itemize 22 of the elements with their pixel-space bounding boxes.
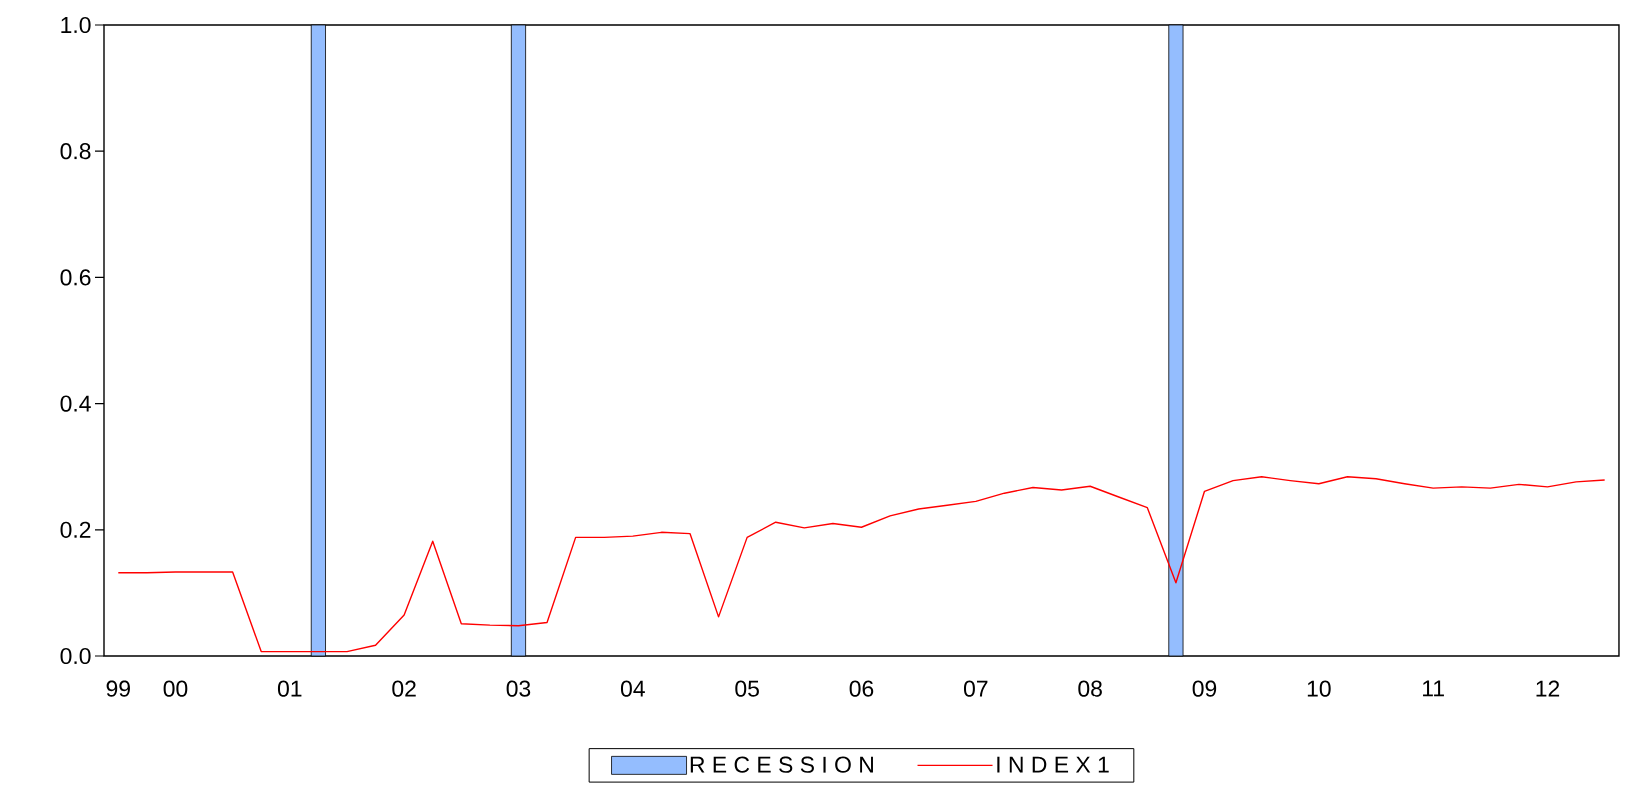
x-tick-label: 12 <box>1536 680 1560 697</box>
x-tick-label: 10 <box>1307 680 1331 697</box>
x-tick-label: 06 <box>849 680 874 697</box>
x-tick-label: 08 <box>1078 680 1102 697</box>
x-tick-label: 04 <box>620 680 645 697</box>
x-tick-label: 01 <box>277 680 302 697</box>
legend-label: R E C E S S I O N <box>690 756 873 773</box>
x-tick-label: 05 <box>735 680 759 697</box>
y-tick-label: 0.4 <box>60 395 91 412</box>
x-tick-label: 02 <box>392 680 416 697</box>
y-tick-label: 1.0 <box>61 16 91 34</box>
legend-label: I N D E X 1 <box>997 756 1109 773</box>
x-tick-label: 03 <box>506 680 531 697</box>
y-tick-label: 0.2 <box>60 521 91 538</box>
y-tick-label: 0.0 <box>60 647 91 665</box>
x-tick-label: 00 <box>163 680 188 697</box>
x-tick-label: 99 <box>106 680 130 697</box>
x-tick-label: 07 <box>963 680 988 697</box>
y-tick-label: 0.8 <box>60 143 91 160</box>
y-tick-label: 0.6 <box>60 269 91 286</box>
x-tick-label: 09 <box>1192 680 1217 697</box>
x-tick-label: 11 <box>1423 680 1444 697</box>
